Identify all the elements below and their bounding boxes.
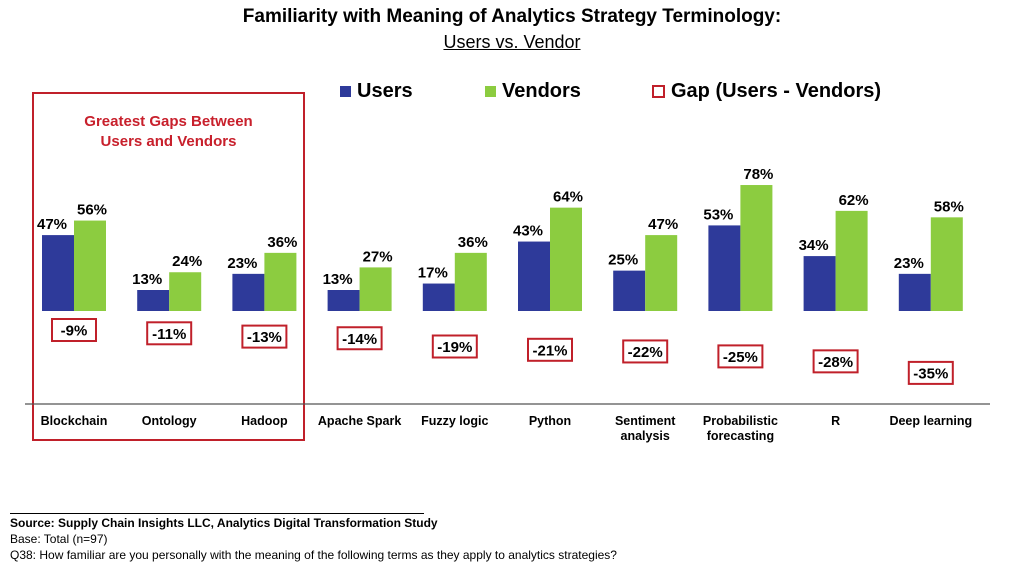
data-label-users: 17%	[418, 265, 448, 282]
category-label: Probabilistic	[703, 414, 778, 428]
data-label-users: 23%	[227, 255, 257, 272]
data-label-users: 47%	[37, 216, 67, 233]
gap-box	[241, 324, 288, 349]
data-label-users: 43%	[513, 223, 543, 240]
gap-box	[717, 344, 764, 369]
legend-swatch-users	[340, 85, 351, 97]
bar-vendors	[930, 217, 963, 311]
bar-users	[422, 283, 455, 311]
category-label: Fuzzy logic	[421, 414, 488, 428]
gap-label: -11%	[152, 326, 186, 343]
footer-source: Source: Supply Chain Insights LLC, Analy…	[10, 516, 438, 530]
greatest-gaps-line-1: Greatest Gaps Between	[84, 113, 253, 130]
gap-box	[431, 334, 478, 359]
category-label: Ontology	[142, 414, 197, 428]
data-label-vendors: 64%	[553, 189, 583, 206]
data-label-vendors: 62%	[839, 192, 869, 209]
bar-vendors	[264, 252, 297, 311]
data-label-vendors: 36%	[458, 234, 488, 251]
gap-label: -35%	[913, 365, 948, 382]
gap-label: -9%	[61, 323, 88, 340]
bar-vendors	[74, 220, 106, 311]
legend-label-gap: Gap (Users - Vendors)	[671, 79, 882, 102]
legend-vendors: Vendors	[485, 79, 581, 103]
bar-users	[803, 256, 836, 311]
chart-subtitle: Users vs. Vendor	[443, 32, 581, 52]
greatest-gaps-line-2: Users and Vendors	[100, 133, 237, 150]
bar-users	[518, 241, 550, 311]
legend-swatch-gap	[652, 84, 665, 98]
legend-swatch-vendors	[485, 85, 496, 97]
bar-users	[898, 273, 931, 311]
footer-question: Q38: How familiar are you personally wit…	[10, 548, 617, 562]
category-label: Hadoop	[241, 414, 288, 428]
gap-box	[336, 326, 383, 351]
bar-users	[613, 270, 646, 311]
bar-vendors	[550, 207, 582, 311]
bar-vendors	[454, 252, 487, 311]
footer-base: Base: Total (n=97)	[10, 532, 108, 546]
data-label-vendors: 78%	[743, 166, 773, 183]
legend-users: Users	[340, 79, 413, 103]
data-label-users: 13%	[323, 271, 353, 288]
gap-label: -28%	[818, 354, 853, 371]
category-label: analysis	[621, 429, 670, 443]
category-label: Sentiment	[615, 414, 676, 428]
data-label-vendors: 47%	[648, 216, 678, 233]
data-label-users: 13%	[132, 271, 162, 288]
gap-label: -25%	[723, 349, 758, 366]
legend-label-users: Users	[357, 79, 413, 102]
bar-users	[708, 225, 741, 311]
bar-vendors	[359, 267, 392, 311]
bar-vendors	[835, 210, 868, 311]
bar-users	[42, 235, 74, 311]
data-label-vendors: 56%	[77, 202, 107, 219]
category-label: forecasting	[707, 429, 774, 443]
greatest-gaps-label: Greatest Gaps Between Users and Vendors	[34, 112, 303, 152]
bar-vendors	[169, 272, 202, 311]
category-label: Blockchain	[41, 414, 108, 428]
data-label-vendors: 58%	[934, 198, 964, 215]
gap-label: -14%	[342, 331, 377, 348]
gap-label: -22%	[628, 344, 663, 361]
category-label: Python	[529, 414, 571, 428]
category-label: Deep learning	[889, 414, 972, 428]
category-label: Apache Spark	[318, 414, 401, 428]
bar-users	[137, 290, 170, 311]
gap-label: -19%	[437, 339, 472, 356]
gap-box	[51, 318, 97, 342]
bar-vendors	[645, 235, 678, 311]
data-label-vendors: 24%	[172, 253, 202, 270]
chart-title: Familiarity with Meaning of Analytics St…	[242, 6, 782, 27]
source-divider	[10, 513, 424, 514]
data-label-users: 53%	[703, 206, 733, 223]
category-label: R	[831, 414, 840, 428]
legend-gap: Gap (Users - Vendors)	[652, 79, 881, 103]
gap-box	[527, 337, 573, 362]
greatest-gaps-box: Greatest Gaps Between Users and Vendors	[32, 92, 305, 441]
gap-box	[146, 321, 193, 346]
data-label-vendors: 36%	[267, 234, 297, 251]
bar-vendors	[740, 185, 773, 311]
bar-users	[232, 273, 265, 311]
gap-box	[812, 349, 859, 374]
gap-box	[907, 360, 954, 385]
bar-users	[327, 290, 360, 311]
legend-label-vendors: Vendors	[502, 79, 581, 102]
data-label-users: 25%	[608, 252, 638, 269]
gap-box	[622, 339, 669, 364]
data-label-vendors: 27%	[363, 248, 393, 265]
data-label-users: 23%	[894, 255, 924, 272]
data-label-users: 34%	[799, 237, 829, 254]
gap-label: -21%	[532, 342, 567, 359]
gap-label: -13%	[247, 329, 282, 346]
